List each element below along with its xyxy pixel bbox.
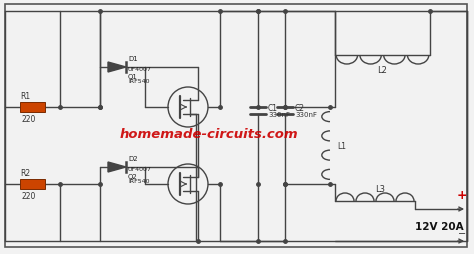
Bar	[20, 103, 45, 113]
Text: IRF540: IRF540	[128, 79, 149, 84]
Bar	[20, 179, 45, 189]
Text: Q1: Q1	[128, 74, 138, 80]
Polygon shape	[108, 63, 126, 73]
Text: L3: L3	[375, 184, 385, 193]
Text: R2: R2	[20, 168, 30, 177]
Text: IRF540: IRF540	[128, 178, 149, 183]
Text: C2: C2	[295, 104, 305, 113]
Text: C1: C1	[268, 104, 278, 113]
Text: 12V 20A: 12V 20A	[415, 221, 463, 231]
Text: D1: D1	[128, 56, 138, 62]
Text: L1: L1	[337, 141, 346, 150]
Text: 220: 220	[22, 191, 36, 200]
Text: −: −	[458, 228, 466, 238]
Text: 220: 220	[22, 115, 36, 123]
Text: 330nF: 330nF	[268, 112, 290, 118]
Text: UF4007: UF4007	[128, 166, 152, 171]
Text: homemade-circuits.com: homemade-circuits.com	[120, 128, 299, 140]
Text: 330nF: 330nF	[295, 112, 317, 118]
Text: R1: R1	[20, 92, 30, 101]
Text: +: +	[456, 188, 467, 201]
Text: L2: L2	[378, 66, 387, 75]
Text: UF4007: UF4007	[128, 67, 152, 72]
Text: Q2: Q2	[128, 173, 138, 179]
Polygon shape	[108, 162, 126, 172]
Text: D2: D2	[128, 155, 137, 161]
